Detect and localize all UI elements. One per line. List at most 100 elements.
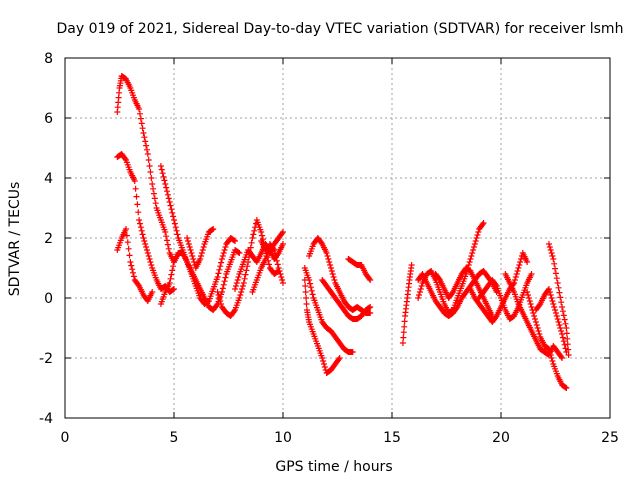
data-point xyxy=(555,319,562,325)
data-point xyxy=(525,292,532,298)
data-point xyxy=(170,213,177,220)
data-point xyxy=(238,289,245,295)
series-arc1 xyxy=(114,73,182,265)
x-tick-label: 0 xyxy=(61,430,70,446)
data-point xyxy=(467,256,474,262)
data-point xyxy=(555,284,562,291)
data-point xyxy=(149,289,156,295)
data-point xyxy=(171,220,178,227)
data-point xyxy=(137,115,144,122)
data-point xyxy=(303,295,310,301)
data-point xyxy=(143,146,150,153)
data-point xyxy=(218,301,225,307)
y-axis-label: SDTVAR / TECUs xyxy=(7,182,23,297)
data-point xyxy=(262,256,269,262)
data-point xyxy=(552,265,559,272)
data-point xyxy=(187,247,194,253)
x-tick-label: 5 xyxy=(170,430,179,446)
y-tick-label: 0 xyxy=(44,291,53,307)
data-point xyxy=(236,250,243,256)
data-point xyxy=(259,232,266,239)
series-arc12 xyxy=(301,265,356,355)
data-point xyxy=(140,235,147,241)
data-point xyxy=(470,244,477,250)
data-point xyxy=(164,191,171,198)
data-point xyxy=(163,184,170,191)
data-point xyxy=(399,340,406,346)
data-point xyxy=(524,289,531,295)
data-point xyxy=(559,355,566,361)
data-point xyxy=(186,244,193,250)
data-point xyxy=(408,262,415,268)
data-point xyxy=(367,310,374,316)
data-point xyxy=(137,224,144,231)
data-point xyxy=(527,301,534,307)
data-point xyxy=(400,329,407,336)
series-arc6 xyxy=(184,226,217,271)
data-point xyxy=(554,280,561,286)
data-point xyxy=(306,277,313,283)
data-point xyxy=(136,217,143,223)
data-point xyxy=(172,224,179,231)
data-point xyxy=(232,283,239,289)
data-point xyxy=(129,266,136,273)
data-point xyxy=(327,262,334,268)
data-point xyxy=(243,267,250,274)
data-point xyxy=(136,220,143,227)
data-point xyxy=(321,364,328,370)
data-point xyxy=(273,257,280,264)
data-point xyxy=(148,262,155,268)
data-point xyxy=(214,289,221,295)
data-point xyxy=(174,231,181,238)
data-point xyxy=(559,334,566,341)
data-point xyxy=(517,259,524,265)
data-point xyxy=(157,163,164,169)
data-point xyxy=(216,295,223,301)
chart-title: Day 019 of 2021, Sidereal Day-to-day VTE… xyxy=(57,21,624,37)
data-point xyxy=(141,238,148,244)
data-point xyxy=(122,155,129,162)
data-point xyxy=(263,253,270,259)
data-point xyxy=(169,267,176,274)
data-point xyxy=(367,304,374,310)
data-point xyxy=(558,328,565,334)
data-point xyxy=(401,318,408,325)
data-point xyxy=(127,259,134,265)
data-point xyxy=(546,349,553,355)
data-point xyxy=(165,195,172,202)
series-arc15 xyxy=(345,256,374,283)
data-point xyxy=(279,277,286,283)
data-point xyxy=(547,292,554,298)
series-arc11 xyxy=(301,277,343,376)
data-point xyxy=(512,274,519,280)
data-point xyxy=(231,308,238,315)
data-point xyxy=(534,325,541,331)
data-point xyxy=(473,235,480,241)
data-point xyxy=(549,358,556,364)
data-point xyxy=(218,259,225,266)
series-arc13 xyxy=(306,235,374,316)
data-point xyxy=(323,250,330,256)
data-point xyxy=(125,245,132,252)
data-point xyxy=(142,241,149,247)
y-tick-label: 6 xyxy=(44,111,53,127)
data-point xyxy=(416,292,423,298)
series-arc25 xyxy=(545,241,572,358)
data-point xyxy=(132,185,139,192)
data-point xyxy=(147,259,154,265)
data-point xyxy=(222,274,229,281)
data-point xyxy=(513,271,520,277)
data-point xyxy=(139,125,146,132)
data-point xyxy=(564,341,571,348)
data-point xyxy=(545,346,552,352)
data-point xyxy=(472,238,479,244)
series-arc2 xyxy=(114,151,177,295)
data-point xyxy=(135,209,142,216)
data-point xyxy=(565,352,572,358)
data-point xyxy=(515,265,522,271)
data-point xyxy=(278,274,285,280)
data-point xyxy=(160,173,167,180)
data-point xyxy=(366,275,373,282)
data-point xyxy=(236,295,243,301)
data-point xyxy=(561,316,568,323)
